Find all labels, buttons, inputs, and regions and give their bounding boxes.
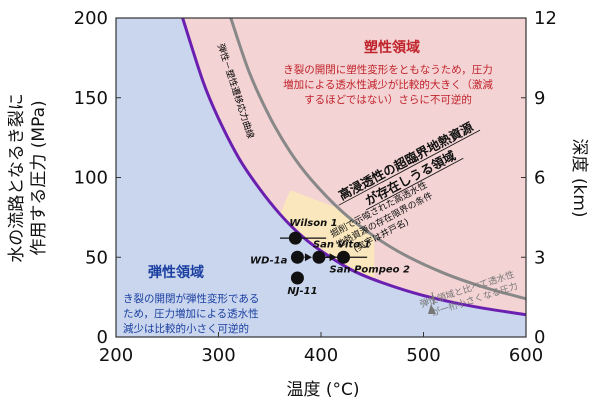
- plastic-desc-line3: するほどではない）さらに不可逆的: [304, 93, 472, 106]
- y2-tick-label: 12: [534, 8, 557, 29]
- y2-tick-label: 3: [534, 247, 545, 268]
- y-tick-labels: 0 50 100 150 200: [74, 8, 121, 348]
- plastic-region-description: き裂の開閉に塑性変形をともなうため，圧力 増加による透水性減少が比較的大きく（激…: [283, 63, 493, 106]
- well-point-label: San Pompeo 2: [330, 264, 410, 275]
- x-axis-title: 温度 (°C): [286, 380, 359, 400]
- y-tick-label: 100: [74, 168, 108, 189]
- y-tick-label: 50: [85, 247, 108, 268]
- x-tick-labels: 200 300 400 500 600: [99, 332, 543, 366]
- point-arrowhead: [329, 253, 337, 262]
- well-point-marker: [337, 250, 351, 264]
- well-point-label: San Vito 1: [313, 239, 371, 250]
- elastic-desc-line1: き裂の開閉が弾性変形である: [123, 292, 259, 305]
- well-point-marker: [290, 250, 304, 264]
- x-tick-label: 600: [509, 345, 543, 366]
- y-tick-label: 150: [74, 88, 108, 109]
- supercritical-region-area: [280, 190, 375, 282]
- elastic-region-area: [116, 18, 526, 337]
- x-tick-label: 200: [99, 345, 133, 366]
- y2-tick-labels: 0 3 6 9 12: [521, 8, 557, 348]
- x-tick-label: 300: [201, 345, 235, 366]
- plastic-region-title: 塑性領域: [364, 39, 420, 56]
- gray-note-arrow: [431, 291, 435, 306]
- well-point-label: NJ-11: [287, 286, 317, 297]
- x-tick-label: 500: [406, 345, 440, 366]
- y-axis-title-line1: 水の流路となるき裂に: [7, 93, 27, 263]
- elastic-desc-line2: ため，圧力増加による透水性: [123, 307, 259, 320]
- elastic-desc-line3: 減少は比較的小さく可逆的: [123, 322, 249, 335]
- elastic-region-title: 弾性領域: [148, 264, 204, 281]
- y2-axis-title: 深度 (km): [569, 138, 589, 217]
- gray-note-arrowhead: [428, 304, 436, 314]
- supercritical-title-underline1: [338, 129, 481, 206]
- well-point-marker: [288, 231, 302, 245]
- well-point-label: Wilson 1: [289, 218, 337, 229]
- plastic-desc-line2: 増加による透水性減少が比較的大きく（激減: [283, 78, 493, 91]
- y2-tick-label: 6: [534, 168, 545, 189]
- elastic-region-description: き裂の開閉が弾性変形である ため，圧力増加による透水性 減少は比較的小さく可逆的: [123, 292, 259, 335]
- well-points: Wilson 1 WD-1a San Vito 1 San Pompeo 2 NJ-11: [250, 218, 410, 297]
- gray-pressure-curve: [229, 18, 526, 301]
- y-tick-label: 200: [74, 8, 108, 29]
- y-tick-label: 0: [97, 327, 108, 348]
- well-point-marker: [290, 271, 304, 285]
- point-arrowhead: [304, 253, 312, 262]
- supercritical-title-underline2: [365, 157, 464, 211]
- y-axis-title-line2: 作用する圧力 (MPa): [29, 100, 49, 255]
- y2-tick-label: 9: [534, 88, 545, 109]
- y2-tick-label: 0: [534, 327, 545, 348]
- x-tick-label: 400: [304, 345, 338, 366]
- well-point-label: WD-1a: [250, 255, 288, 266]
- plastic-desc-line1: き裂の開閉に塑性変形をともなうため，圧力: [283, 63, 492, 76]
